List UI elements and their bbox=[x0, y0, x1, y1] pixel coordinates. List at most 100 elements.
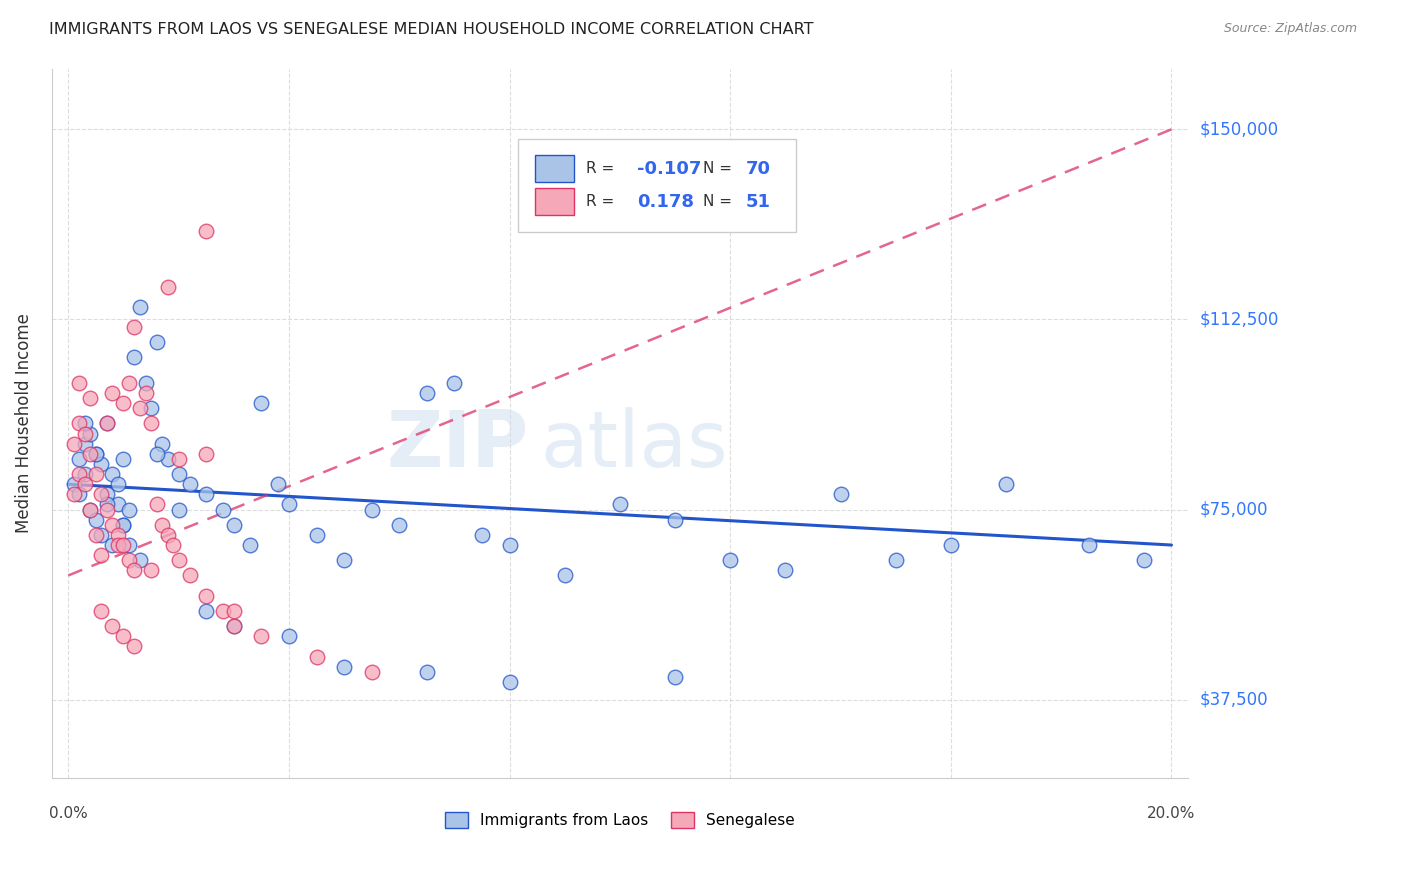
Point bbox=[360, 502, 382, 516]
Point bbox=[211, 604, 233, 618]
Point bbox=[664, 513, 686, 527]
Text: $112,500: $112,500 bbox=[1199, 310, 1278, 328]
Point bbox=[118, 538, 141, 552]
Point bbox=[124, 320, 146, 334]
Text: atlas: atlas bbox=[540, 407, 728, 483]
Point bbox=[101, 467, 124, 481]
Point bbox=[101, 517, 124, 532]
Point bbox=[67, 451, 90, 466]
Point bbox=[67, 467, 90, 481]
Point bbox=[79, 426, 101, 441]
Point bbox=[1077, 538, 1099, 552]
Point bbox=[167, 451, 190, 466]
Point bbox=[162, 538, 184, 552]
Point bbox=[84, 447, 107, 461]
Point bbox=[73, 417, 96, 431]
Point bbox=[96, 417, 118, 431]
Text: -0.107: -0.107 bbox=[637, 160, 702, 178]
Point bbox=[139, 417, 162, 431]
Point bbox=[222, 517, 245, 532]
Point bbox=[112, 538, 135, 552]
Point bbox=[96, 498, 118, 512]
Point bbox=[775, 563, 797, 577]
Point bbox=[278, 629, 301, 643]
Point bbox=[250, 396, 273, 410]
Point bbox=[118, 502, 141, 516]
Point bbox=[239, 538, 262, 552]
Point bbox=[222, 604, 245, 618]
Text: R =: R = bbox=[586, 194, 619, 210]
Text: $75,000: $75,000 bbox=[1199, 500, 1268, 518]
Point bbox=[107, 538, 129, 552]
Point bbox=[195, 487, 218, 501]
Point bbox=[145, 447, 167, 461]
Point bbox=[107, 498, 129, 512]
Point bbox=[107, 477, 129, 491]
Point bbox=[830, 487, 852, 501]
Text: 0.0%: 0.0% bbox=[49, 806, 87, 821]
Text: N =: N = bbox=[703, 161, 737, 176]
Bar bbox=[534, 155, 575, 182]
Point bbox=[96, 417, 118, 431]
Point bbox=[222, 619, 245, 633]
Point bbox=[62, 436, 84, 450]
Text: 20.0%: 20.0% bbox=[1147, 806, 1195, 821]
Point bbox=[84, 467, 107, 481]
Point bbox=[96, 502, 118, 516]
Point bbox=[995, 477, 1018, 491]
Point bbox=[139, 401, 162, 416]
Text: ZIP: ZIP bbox=[387, 407, 529, 483]
Point bbox=[167, 467, 190, 481]
Point bbox=[84, 513, 107, 527]
Bar bbox=[534, 188, 575, 216]
Point bbox=[664, 670, 686, 684]
Point bbox=[195, 224, 218, 238]
Text: $150,000: $150,000 bbox=[1199, 120, 1278, 138]
Point bbox=[112, 517, 135, 532]
Point bbox=[107, 528, 129, 542]
Point bbox=[73, 467, 96, 481]
Point bbox=[156, 451, 179, 466]
Point bbox=[101, 386, 124, 401]
Point bbox=[139, 563, 162, 577]
Point bbox=[79, 447, 101, 461]
Point bbox=[67, 376, 90, 390]
Legend: Immigrants from Laos, Senegalese: Immigrants from Laos, Senegalese bbox=[439, 806, 801, 834]
Point bbox=[211, 502, 233, 516]
Point bbox=[498, 674, 520, 689]
Point bbox=[135, 386, 157, 401]
Point bbox=[101, 619, 124, 633]
Point bbox=[250, 629, 273, 643]
Point bbox=[718, 553, 741, 567]
Point bbox=[278, 498, 301, 512]
Point bbox=[554, 568, 576, 582]
Point bbox=[112, 629, 135, 643]
Point bbox=[884, 553, 907, 567]
Y-axis label: Median Household Income: Median Household Income bbox=[15, 313, 32, 533]
Point bbox=[388, 517, 411, 532]
Point bbox=[73, 426, 96, 441]
Point bbox=[939, 538, 962, 552]
Point bbox=[62, 477, 84, 491]
Point bbox=[333, 553, 356, 567]
Point bbox=[73, 436, 96, 450]
Point bbox=[62, 487, 84, 501]
Text: N =: N = bbox=[703, 194, 737, 210]
Point bbox=[416, 665, 439, 679]
Point bbox=[179, 477, 201, 491]
Point bbox=[79, 502, 101, 516]
Point bbox=[333, 659, 356, 673]
Point bbox=[609, 498, 631, 512]
Point bbox=[267, 477, 290, 491]
Text: Source: ZipAtlas.com: Source: ZipAtlas.com bbox=[1223, 22, 1357, 36]
Point bbox=[195, 604, 218, 618]
Point bbox=[195, 589, 218, 603]
Point bbox=[1133, 553, 1156, 567]
Point bbox=[118, 376, 141, 390]
Point bbox=[129, 401, 152, 416]
Text: IMMIGRANTS FROM LAOS VS SENEGALESE MEDIAN HOUSEHOLD INCOME CORRELATION CHART: IMMIGRANTS FROM LAOS VS SENEGALESE MEDIA… bbox=[49, 22, 814, 37]
Point bbox=[145, 498, 167, 512]
FancyBboxPatch shape bbox=[517, 139, 796, 232]
Point bbox=[360, 665, 382, 679]
Point bbox=[101, 538, 124, 552]
